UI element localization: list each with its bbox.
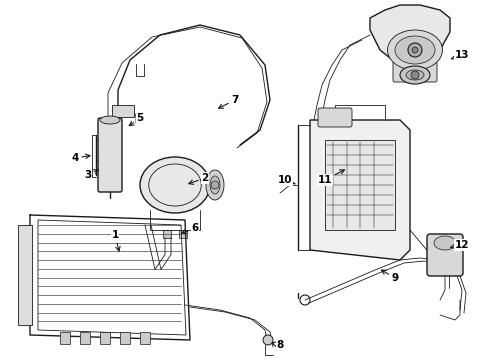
Ellipse shape xyxy=(400,66,430,84)
Circle shape xyxy=(412,47,418,53)
FancyBboxPatch shape xyxy=(393,58,437,82)
Text: 4: 4 xyxy=(72,153,90,163)
Bar xyxy=(80,332,90,344)
Text: 9: 9 xyxy=(381,270,398,283)
Ellipse shape xyxy=(395,36,435,64)
Text: 2: 2 xyxy=(189,173,209,184)
Text: 7: 7 xyxy=(219,95,239,108)
Circle shape xyxy=(411,71,419,79)
Text: 8: 8 xyxy=(272,340,284,350)
Ellipse shape xyxy=(434,236,456,250)
Ellipse shape xyxy=(406,70,424,80)
Bar xyxy=(179,230,187,238)
Text: 13: 13 xyxy=(451,50,469,60)
Ellipse shape xyxy=(388,30,442,70)
Text: 6: 6 xyxy=(182,223,198,234)
Bar xyxy=(100,332,110,344)
Ellipse shape xyxy=(140,157,210,213)
Circle shape xyxy=(408,43,422,57)
Bar xyxy=(18,225,32,325)
Text: 1: 1 xyxy=(111,230,120,251)
Bar xyxy=(120,332,130,344)
Ellipse shape xyxy=(100,116,120,124)
FancyBboxPatch shape xyxy=(318,108,352,127)
Circle shape xyxy=(211,181,219,189)
Bar xyxy=(140,332,150,344)
Text: 5: 5 xyxy=(129,113,144,126)
Polygon shape xyxy=(370,5,450,60)
Text: 11: 11 xyxy=(318,170,344,185)
Bar xyxy=(112,105,134,117)
Bar xyxy=(163,230,171,238)
Polygon shape xyxy=(310,120,410,260)
Ellipse shape xyxy=(206,170,224,200)
Text: 3: 3 xyxy=(84,170,98,180)
FancyBboxPatch shape xyxy=(427,234,463,276)
Text: 12: 12 xyxy=(451,240,469,250)
Ellipse shape xyxy=(210,176,220,194)
Circle shape xyxy=(263,335,273,345)
Bar xyxy=(325,140,395,230)
FancyBboxPatch shape xyxy=(98,118,122,192)
Bar xyxy=(60,332,70,344)
Text: 10: 10 xyxy=(278,175,295,185)
